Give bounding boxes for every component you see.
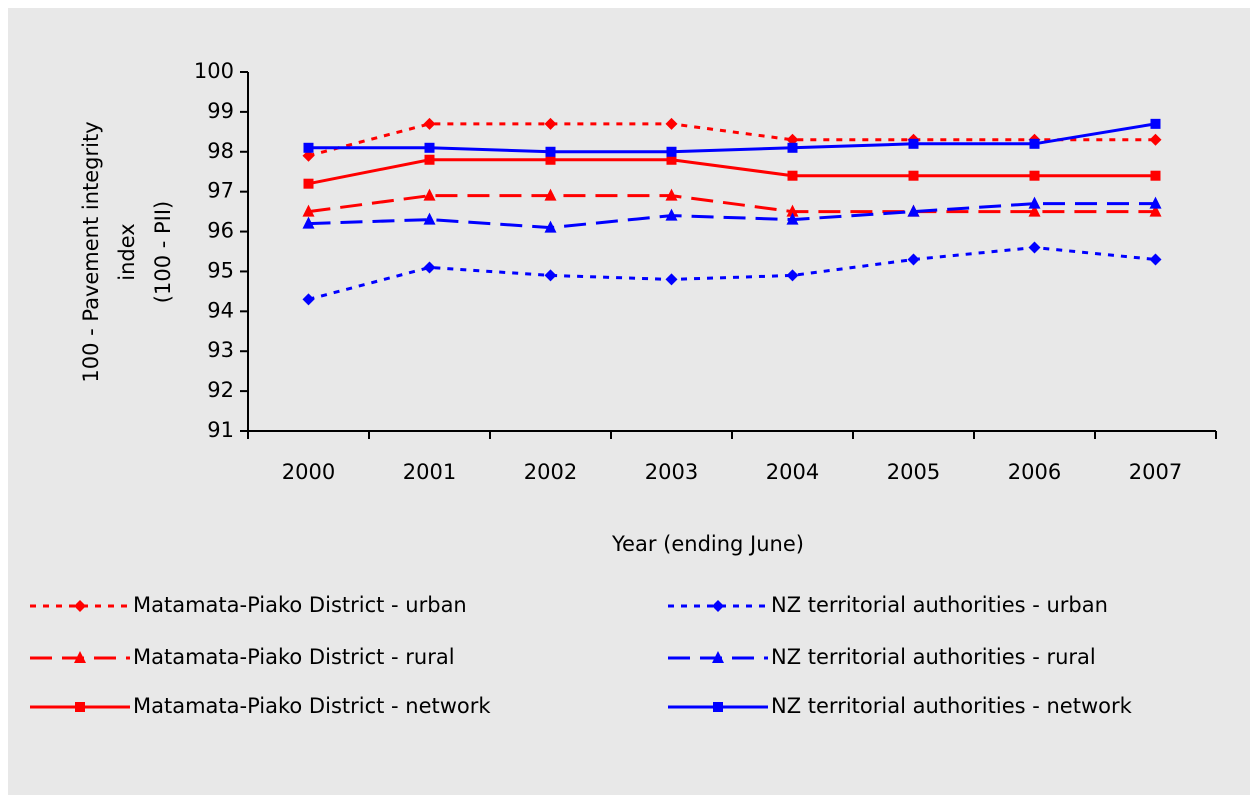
x-tick-label: 2004 — [766, 460, 819, 484]
legend-label: NZ territorial authorities - network — [771, 694, 1133, 718]
marker — [545, 154, 556, 165]
legend-label: Matamata-Piako District - network — [133, 694, 491, 718]
marker — [303, 142, 314, 153]
series-line — [308, 246, 1156, 301]
y-axis-title-line: 100 - Pavement integrity — [79, 121, 103, 382]
marker — [1149, 133, 1162, 146]
legend-label: Matamata-Piako District - rural — [133, 645, 455, 669]
marker — [1150, 170, 1161, 181]
legend-marker — [75, 702, 85, 712]
legend-marker — [713, 702, 723, 712]
marker — [302, 216, 315, 229]
marker — [665, 273, 678, 286]
marker — [424, 154, 435, 165]
y-axis-title-line: index — [115, 223, 139, 280]
marker — [423, 261, 436, 274]
marker — [423, 212, 436, 225]
marker — [303, 178, 314, 189]
y-tick-label: 95 — [207, 258, 234, 282]
marker — [786, 269, 799, 282]
marker — [665, 208, 678, 221]
marker — [544, 117, 557, 130]
marker — [908, 170, 919, 181]
marker — [1149, 196, 1162, 209]
series-line — [308, 194, 1156, 214]
marker — [908, 138, 919, 149]
legend-marker — [74, 651, 86, 663]
marker — [1028, 196, 1041, 209]
marker — [666, 146, 677, 157]
marker — [302, 204, 315, 217]
marker — [1150, 118, 1161, 129]
y-tick-label: 93 — [207, 338, 234, 362]
marker — [1028, 241, 1041, 254]
marker — [423, 188, 436, 201]
marker — [302, 293, 315, 306]
x-tick-label: 2007 — [1129, 460, 1182, 484]
legend-label: NZ territorial authorities - rural — [771, 645, 1096, 669]
legend-marker — [712, 600, 724, 612]
series-line — [308, 202, 1156, 230]
y-tick-label: 92 — [207, 378, 234, 402]
marker — [665, 117, 678, 130]
legend-marker — [74, 600, 86, 612]
y-tick-label: 97 — [207, 179, 234, 203]
x-tick-label: 2003 — [645, 460, 698, 484]
marker — [666, 154, 677, 165]
y-axis-title: 100 - Pavement integrity index (100 - PI… — [79, 121, 175, 382]
marker — [907, 204, 920, 217]
marker — [907, 253, 920, 266]
y-tick-label: 100 — [194, 59, 234, 83]
x-tick-label: 2001 — [403, 460, 456, 484]
marker — [544, 269, 557, 282]
marker — [423, 117, 436, 130]
x-tick-label: 2006 — [1008, 460, 1061, 484]
marker — [787, 170, 798, 181]
marker — [786, 212, 799, 225]
marker — [1149, 204, 1162, 217]
x-tick-label: 2002 — [524, 460, 577, 484]
marker — [545, 146, 556, 157]
marker — [1149, 253, 1162, 266]
y-tick-label: 99 — [207, 99, 234, 123]
marker — [786, 204, 799, 217]
legend-marker — [712, 651, 724, 663]
chart-background — [8, 8, 1250, 795]
marker — [544, 188, 557, 201]
series-line — [308, 122, 1156, 154]
y-tick-label: 98 — [207, 139, 234, 163]
marker — [544, 220, 557, 233]
marker — [787, 142, 798, 153]
y-tick-label: 91 — [207, 418, 234, 442]
legend-label: Matamata-Piako District - urban — [133, 593, 467, 617]
marker — [1029, 138, 1040, 149]
legend-label: NZ territorial authorities - urban — [771, 593, 1108, 617]
x-tick-label: 2005 — [887, 460, 940, 484]
x-tick-label: 2000 — [282, 460, 335, 484]
marker — [424, 142, 435, 153]
y-tick-label: 96 — [207, 219, 234, 243]
y-axis-title-line: (100 - PII) — [151, 201, 175, 303]
marker — [1029, 170, 1040, 181]
series-line — [308, 122, 1156, 158]
marker — [665, 188, 678, 201]
y-tick-label: 94 — [207, 298, 234, 322]
marker — [1028, 204, 1041, 217]
series-line — [308, 158, 1156, 186]
x-axis-title: Year (ending June) — [611, 532, 804, 556]
